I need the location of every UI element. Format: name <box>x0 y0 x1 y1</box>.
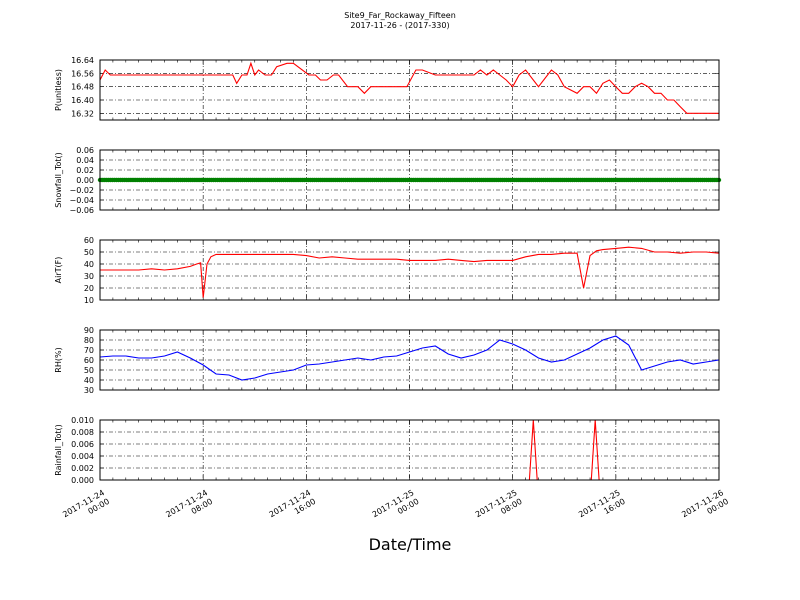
y-tick-label: 0.06 <box>76 146 94 155</box>
y-tick-label: 16.48 <box>71 83 94 92</box>
x-tick-label: 2017-11-2500:00 <box>371 488 421 528</box>
y-axis-label: AirT(F) <box>54 257 63 284</box>
panel-4: 0.010 0.008 0.006 0.004 0.002 0.000 Rainfall_T… <box>54 416 720 485</box>
y-tick-label: 50 <box>84 366 94 375</box>
y-tick-label: 50 <box>84 248 94 257</box>
axes-frame <box>99 59 720 121</box>
y-tick-label: 0.004 <box>71 452 94 461</box>
y-tick-label: 16.40 <box>71 96 94 105</box>
y-tick-label: −0.06 <box>69 206 94 215</box>
x-tick-label: 2017-11-2408:00 <box>164 488 214 528</box>
y-axis-label: P(unitless) <box>54 69 63 111</box>
y-tick-label: 30 <box>84 272 94 281</box>
y-tick-label: 60 <box>84 236 94 245</box>
y-tick-label: 60 <box>84 356 94 365</box>
panel-1: 0.060.040.020.00−0.02−0.04−0.06 Snowfall_… <box>54 146 722 215</box>
x-tick-label: 2017-11-2508:00 <box>474 488 524 528</box>
y-tick-label: 0.010 <box>71 416 94 425</box>
y-tick-label: 0.04 <box>76 156 94 165</box>
y-tick-label: 10 <box>84 296 94 305</box>
x-tick-label: 2017-11-2516:00 <box>577 488 627 528</box>
series-line <box>99 61 719 114</box>
x-tick-label: 2017-11-2600:00 <box>680 488 730 528</box>
y-tick-label: −0.04 <box>69 196 94 205</box>
y-tick-label: 70 <box>84 346 94 355</box>
chart-title-line2: 2017-11-26 - (2017-330) <box>350 21 449 30</box>
y-tick-label: 0.002 <box>71 464 94 473</box>
y-tick-label: 20 <box>84 284 94 293</box>
y-tick-label: 90 <box>84 326 94 335</box>
axes-frame <box>99 419 720 481</box>
y-tick-label: 40 <box>84 376 94 385</box>
axes-frame <box>99 329 720 391</box>
y-axis-label: Rainfall_Tot() <box>54 424 63 476</box>
x-axis-label: Date/Time <box>369 535 452 554</box>
y-tick-label: 16.64 <box>71 56 94 65</box>
y-tick-label: 0.02 <box>76 166 94 175</box>
y-tick-label: 16.56 <box>71 69 94 78</box>
y-tick-label: 80 <box>84 336 94 345</box>
x-tick-label: 2017-11-2400:00 <box>61 488 111 528</box>
x-tick-labels: 2017-11-2400:00 2017-11-2408:00 2017-11-24… <box>61 488 730 528</box>
axes-frame <box>99 239 720 301</box>
y-axis-label: Snowfall_Tot() <box>54 152 63 208</box>
panels: 16.32 16.40 16.48 16.56 16.64 P(unitless) 0.06… <box>54 56 722 485</box>
axes-frame <box>99 149 720 211</box>
x-tick-label: 2017-11-2416:00 <box>268 488 318 528</box>
y-tick-label: 0.000 <box>71 476 94 485</box>
series-line <box>99 335 720 381</box>
y-tick-label: −0.02 <box>69 186 94 195</box>
series-line <box>100 246 720 298</box>
y-tick-label: 0.00 <box>76 176 94 185</box>
y-tick-label: 0.008 <box>71 428 94 437</box>
y-tick-label: 0.006 <box>71 440 94 449</box>
y-tick-label: 40 <box>84 260 94 269</box>
y-tick-label: 30 <box>84 386 94 395</box>
chart-title-line1: Site9_Far_Rockaway_Fifteen <box>344 11 456 20</box>
panel-0: 16.32 16.40 16.48 16.56 16.64 P(unitless) <box>54 56 720 121</box>
panel-2: 60 50 40 30 20 10 AirT(F) <box>54 236 720 305</box>
y-axis-label: RH(%) <box>54 347 63 372</box>
y-tick-label: 16.32 <box>71 109 94 118</box>
